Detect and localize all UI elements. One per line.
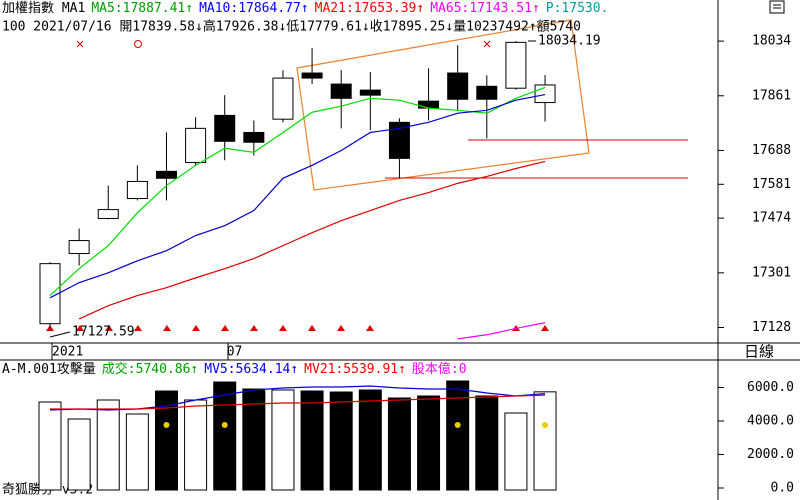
volume-bar bbox=[417, 395, 441, 491]
ma-line bbox=[49, 86, 546, 297]
candle-body bbox=[185, 127, 207, 163]
volume-signal bbox=[542, 422, 549, 428]
candle-body bbox=[301, 72, 323, 79]
candle-body bbox=[330, 83, 352, 99]
y-tick-label: 17581 bbox=[752, 177, 791, 192]
candle-body bbox=[476, 85, 498, 100]
volume-bar bbox=[154, 390, 178, 491]
y-tick-label: 17688 bbox=[752, 143, 791, 158]
window-button[interactable] bbox=[769, 0, 785, 14]
candle-body bbox=[243, 131, 265, 143]
price-info: 100 2021/07/16 開17839.58↓高17926.38↓低1777… bbox=[2, 19, 581, 35]
volume-signal bbox=[163, 422, 170, 428]
volume-bar bbox=[96, 399, 120, 491]
candle-body bbox=[447, 72, 469, 100]
volume-bar bbox=[504, 412, 528, 491]
volume-bar bbox=[271, 389, 295, 491]
header-segment: MV21:5539.91↑ bbox=[304, 362, 406, 377]
volume-bar bbox=[38, 401, 62, 491]
header-segment: MA10:17864.77↑ bbox=[199, 1, 309, 16]
volume-bar bbox=[300, 390, 324, 491]
ma-line bbox=[78, 160, 546, 320]
volume-bar bbox=[475, 395, 499, 491]
volume-bar bbox=[213, 381, 237, 491]
candle-body bbox=[68, 240, 90, 255]
volume-bar bbox=[125, 413, 149, 491]
header-segment: MA21:17653.39↑ bbox=[315, 1, 425, 16]
volume-bar bbox=[533, 391, 557, 491]
header-segment: 股本億:0 bbox=[412, 361, 467, 377]
x-tick-label: 2021 bbox=[52, 345, 83, 360]
candle-body bbox=[214, 114, 236, 142]
ma-line bbox=[50, 394, 546, 410]
y-tick-label: 6000.0 bbox=[747, 380, 794, 395]
low-annotation: 17127.59 bbox=[72, 325, 135, 340]
header-segment: 加權指數 MA1 bbox=[2, 1, 85, 16]
header-segment: P:17530. bbox=[546, 1, 609, 16]
volume-bar bbox=[329, 391, 353, 491]
volume-bar bbox=[184, 399, 208, 491]
candle-body bbox=[272, 77, 294, 120]
y-tick-label: 4000.0 bbox=[747, 414, 794, 429]
ma-line bbox=[49, 94, 546, 299]
header-segment: A-M.001攻擊量 bbox=[2, 361, 96, 377]
price-header: 加權指數 MA1 MA5:17887.41↑ MA10:17864.77↑ MA21:… bbox=[2, 1, 608, 16]
y-tick-label: 18034 bbox=[752, 34, 791, 49]
volume-bar bbox=[387, 397, 411, 491]
y-tick-label: 0.0 bbox=[771, 481, 794, 496]
y-tick-label: 17128 bbox=[752, 320, 791, 335]
selection-box bbox=[296, 19, 590, 191]
candle-body bbox=[359, 89, 381, 96]
candle-body bbox=[97, 209, 119, 219]
y-tick-label: 17861 bbox=[752, 88, 791, 103]
candle-body bbox=[388, 121, 410, 159]
ma-line bbox=[457, 322, 546, 340]
candle-body bbox=[39, 263, 61, 325]
volume-signal bbox=[221, 422, 228, 428]
candle-body bbox=[155, 170, 177, 179]
volume-signal bbox=[454, 422, 461, 428]
y-tick-label: 17301 bbox=[752, 265, 791, 280]
volume-bar bbox=[242, 388, 266, 491]
candle-body bbox=[505, 41, 527, 89]
candle-body bbox=[418, 100, 440, 109]
annotation-leader bbox=[49, 331, 71, 338]
x-tick-label: 07 bbox=[227, 345, 243, 360]
header-segment: MA5:17887.41↑ bbox=[91, 1, 193, 16]
volume-bar bbox=[358, 389, 382, 491]
period-button[interactable]: 日線 bbox=[744, 343, 774, 361]
header-segment: MV5:5634.14↑ bbox=[204, 362, 298, 377]
high-annotation: 18034.19 bbox=[538, 34, 601, 49]
volume-bar bbox=[67, 418, 91, 491]
volume-bar bbox=[446, 380, 470, 491]
header-segment: 成交:5740.86↑ bbox=[102, 361, 198, 377]
signal-markers bbox=[76, 40, 491, 48]
volume-header: A-M.001攻擊量 成交:5740.86↑ MV5:5634.14↑ MV21:55… bbox=[2, 361, 467, 377]
y-tick-label: 17474 bbox=[752, 211, 791, 226]
header-segment: MA65:17143.51↑ bbox=[430, 1, 540, 16]
candle-body bbox=[126, 180, 148, 200]
y-tick-label: 2000.0 bbox=[747, 447, 794, 462]
